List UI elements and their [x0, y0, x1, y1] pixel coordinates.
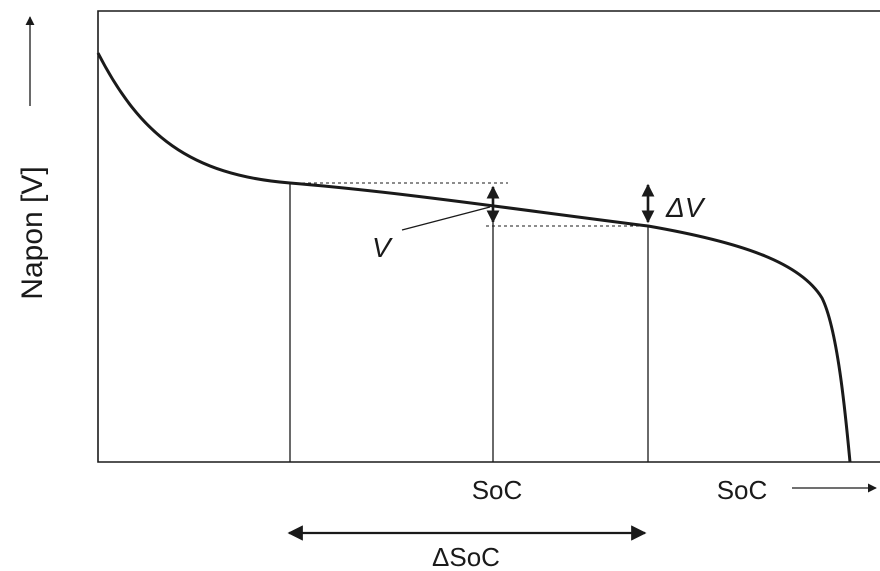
- y-axis-label: Napon [V]: [16, 166, 49, 299]
- soc-tick-label: SoC: [472, 475, 523, 505]
- v-label: V: [372, 232, 393, 263]
- x-axis-label: SoC: [717, 475, 768, 505]
- delta-v-label: ΔV: [665, 192, 706, 223]
- delta-soc-label: ΔSoC: [432, 542, 500, 571]
- v-leader-line: [401, 206, 491, 231]
- plot-frame: [97, 10, 880, 463]
- voltage-curve: [96, 52, 852, 463]
